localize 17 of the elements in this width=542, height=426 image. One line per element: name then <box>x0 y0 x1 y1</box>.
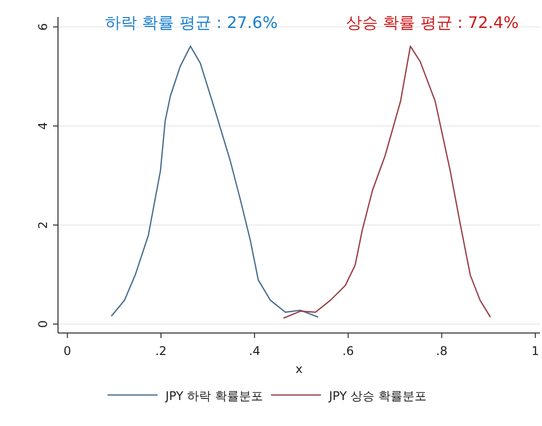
y-tick-label: 0 <box>36 320 50 328</box>
x-tick-label: .8 <box>436 344 448 358</box>
line-series <box>282 46 492 319</box>
y-tick-label: 6 <box>36 23 50 31</box>
legend-label: JPY 하락 확률분포 <box>164 389 263 403</box>
x-tick-label: 0 <box>64 344 72 358</box>
annotation: 하락 확률 평균 : 27.6% <box>105 13 278 32</box>
legend-label: JPY 상승 확률분포 <box>328 389 426 403</box>
x-tick-label: 1 <box>532 344 540 358</box>
x-tick-label: .6 <box>342 344 354 358</box>
x-axis-title: x <box>295 362 303 376</box>
x-tick-label: .2 <box>155 344 167 358</box>
annotation: 상승 확률 평균 : 72.4% <box>346 13 519 32</box>
y-tick-label: 2 <box>36 221 50 229</box>
line-series <box>110 46 319 318</box>
x-tick-label: .4 <box>248 344 260 358</box>
y-tick-label: 4 <box>36 122 50 130</box>
